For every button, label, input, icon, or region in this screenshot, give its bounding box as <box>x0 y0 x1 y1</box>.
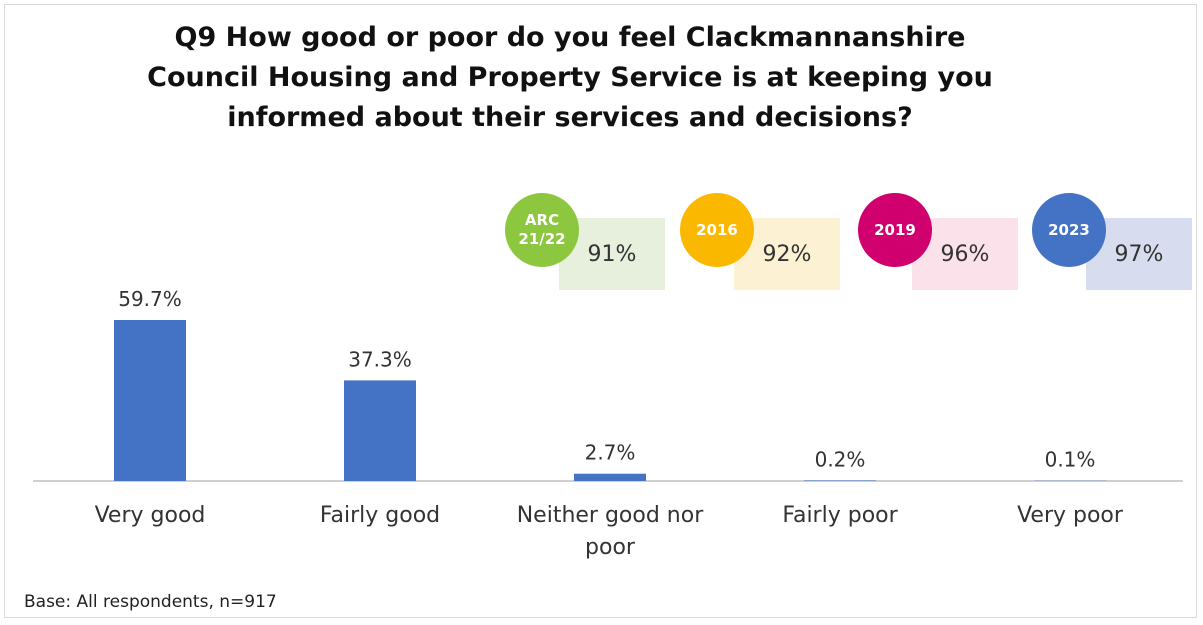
benchmark-arc-value: 91% <box>559 218 665 290</box>
category-label-3-line-2: poor <box>585 535 636 560</box>
value-label-1: 59.7% <box>118 287 182 311</box>
base-note: Base: All respondents, n=917 <box>24 592 277 612</box>
bar-1 <box>114 320 186 481</box>
title-line-3: informed about their services and decisi… <box>227 102 913 133</box>
value-label-4: 0.2% <box>815 447 866 471</box>
benchmark-2016-badge: 2016 <box>680 193 754 267</box>
bar-3 <box>574 473 646 481</box>
benchmark-2023-badge-label: 2023 <box>1048 220 1090 239</box>
chart-frame <box>4 4 1197 618</box>
benchmark-arc-badge: ARC 21/22 <box>505 193 579 267</box>
chart-title: Q9 How good or poor do you feel Clackman… <box>0 18 1140 138</box>
value-label-5: 0.1% <box>1045 448 1096 472</box>
bar-4 <box>804 480 876 481</box>
benchmark-2023-badge: 2023 <box>1032 193 1106 267</box>
benchmark-2016-badge-label: 2016 <box>696 220 738 239</box>
benchmark-2019-badge: 2019 <box>858 193 932 267</box>
benchmark-arc-badge-line-1: ARC <box>524 211 560 229</box>
category-label-1: Very good <box>95 503 206 528</box>
benchmark-2019-badge-label: 2019 <box>874 220 916 239</box>
category-label-5: Very poor <box>1017 503 1124 528</box>
category-label-3-line-1: Neither good nor <box>517 503 704 528</box>
bar-2 <box>344 380 416 481</box>
category-label-4: Fairly poor <box>782 503 898 528</box>
title-line-1: Q9 How good or poor do you feel Clackman… <box>174 22 966 53</box>
benchmark-arc-badge-line-2: 21/22 <box>518 230 566 248</box>
benchmark-2023-value: 97% <box>1086 218 1192 290</box>
category-label-2: Fairly good <box>320 503 440 528</box>
value-label-2: 37.3% <box>348 347 412 371</box>
title-line-2: Council Housing and Property Service is … <box>147 62 993 93</box>
value-label-3: 2.7% <box>585 441 636 465</box>
